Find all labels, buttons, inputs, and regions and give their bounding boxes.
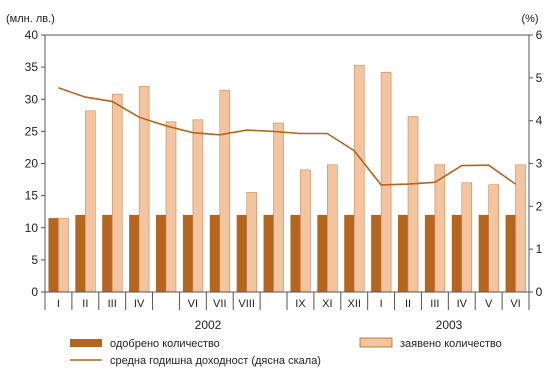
month-label: IV [134,298,145,310]
year-label-2002: 2002 [195,318,222,332]
legend-label-approved: одобрено количество [110,338,220,350]
left-tick-label: 35 [25,60,39,74]
month-label: I [380,298,383,310]
bar-requested-12 [353,64,365,293]
bar-requested-15 [434,164,446,293]
right-tick-label: 4 [536,114,543,128]
bar-requested-13 [380,71,392,293]
right-tick-label: 2 [536,199,543,213]
right-tick-label: 6 [536,28,543,42]
bar-requested-17 [488,184,499,293]
left-tick-label: 20 [25,157,39,171]
bar-requested-14 [407,116,419,293]
bar-approved-5 [156,214,166,292]
month-label: II [405,298,411,310]
bar-approved-4 [129,214,140,292]
bars-layer [48,64,526,293]
left-tick-label: 40 [25,28,39,42]
bar-requested-8 [246,192,257,293]
month-label: XII [347,298,360,310]
bar-requested-11 [327,164,338,293]
legend-label-requested: заявено количество [400,338,502,350]
right-tick-label: 1 [536,242,543,256]
year-label-2003: 2003 [436,318,463,332]
bar-approved-10 [290,214,301,292]
month-labels: I II III IV VI VII VIII IX XI XII I II III IV V VI [57,298,521,310]
bar-approved-11 [317,214,328,292]
bar-approved-9 [263,214,274,292]
bar-requested-9 [273,122,284,293]
bar-requested-5 [165,121,177,293]
bar-requested-1 [58,217,69,293]
month-label: II [82,298,88,310]
left-tick-label: 15 [25,189,39,203]
bar-approved-7 [209,214,220,292]
bar-requested-3 [111,93,123,293]
bar-requested-7 [219,89,231,293]
tick-labels: 0 5 10 15 20 25 30 35 40 0 1 2 3 4 5 6 [25,28,543,299]
month-label: VI [510,298,520,310]
bar-requested-16 [461,182,473,293]
bar-approved-15 [424,214,435,292]
month-label: III [108,298,117,310]
legend-label-yield: средна годишна доходност (дясна скала) [110,355,321,367]
legend-swatch-approved [70,339,102,347]
month-label: XI [322,298,332,310]
right-tick-label: 3 [536,157,543,171]
month-label: VI [188,298,198,310]
left-tick-label: 0 [31,285,38,299]
bar-approved-6 [182,214,193,292]
month-label: VII [213,298,226,310]
month-label: VIII [238,298,255,310]
month-label: III [430,298,439,310]
line-yield [58,86,517,186]
month-label: V [485,298,493,310]
legend: одобрено количество заявено количество с… [70,337,502,367]
month-label: IV [457,298,468,310]
bar-requested-2 [85,110,96,293]
legend-swatch-requested [359,337,393,348]
bar-approved-1 [48,218,59,292]
right-axis-unit-label: (%) [521,13,538,25]
bar-approved-12 [344,214,355,292]
bar-requested-6 [192,119,204,293]
left-tick-label: 5 [31,253,38,267]
bar-requested-10 [300,169,311,293]
left-axis-unit-label: (млн. лв.) [6,13,55,25]
bar-approved-2 [75,214,86,292]
bar-approved-17 [478,214,489,292]
month-label: I [57,298,60,310]
right-tick-label: 0 [536,285,543,299]
bar-approved-16 [451,214,462,292]
bar-approved-8 [236,214,247,292]
line-layer [58,86,517,186]
left-tick-label: 10 [25,221,39,235]
bar-approved-13 [371,214,382,292]
left-tick-label: 30 [25,92,39,106]
axes [41,34,533,310]
right-tick-label: 5 [536,71,543,85]
bar-approved-14 [398,214,408,292]
left-tick-label: 25 [25,124,39,138]
bar-requested-18 [515,164,526,293]
bar-approved-3 [102,214,113,292]
month-label: IX [295,298,306,310]
bar-approved-18 [505,214,516,292]
